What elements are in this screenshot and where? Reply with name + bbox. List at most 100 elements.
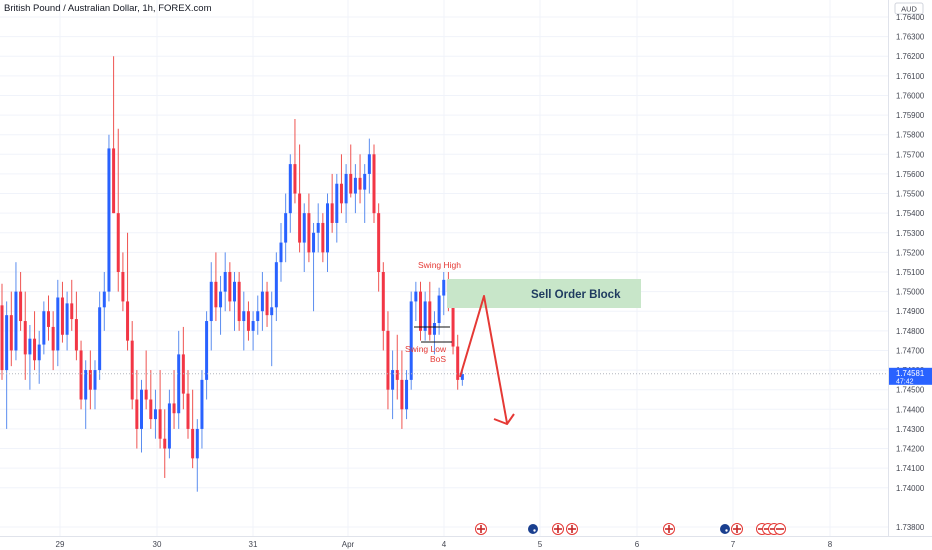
candle bbox=[135, 370, 139, 449]
currency-badge bbox=[894, 2, 924, 15]
candle-body bbox=[112, 148, 116, 214]
candle bbox=[56, 279, 60, 367]
candle bbox=[144, 350, 148, 410]
candle bbox=[442, 272, 446, 316]
candle-body bbox=[93, 370, 97, 390]
flag-uk-icon bbox=[663, 523, 675, 535]
candle bbox=[107, 134, 111, 302]
candle bbox=[167, 389, 171, 459]
candle bbox=[205, 311, 209, 400]
x-tick-label: 31 bbox=[249, 540, 258, 549]
candle bbox=[386, 311, 390, 410]
candle bbox=[321, 213, 325, 263]
flag-au-circle bbox=[527, 523, 539, 535]
candle-body bbox=[223, 272, 227, 292]
candle bbox=[153, 389, 157, 439]
candle-body bbox=[260, 291, 264, 312]
candle bbox=[344, 164, 348, 223]
sell-order-block-label: Sell Order Block bbox=[531, 289, 621, 301]
candle bbox=[191, 389, 195, 469]
candle-body bbox=[186, 393, 190, 429]
candle bbox=[42, 301, 46, 355]
flag-au-icon bbox=[527, 523, 539, 535]
candle bbox=[414, 281, 418, 322]
candle bbox=[140, 379, 143, 453]
y-tick-label: 1.75100 bbox=[896, 268, 925, 277]
candle bbox=[37, 330, 41, 384]
candle bbox=[326, 193, 329, 272]
x-tick-label: Apr bbox=[342, 540, 355, 549]
candle bbox=[126, 232, 130, 351]
candle-body bbox=[242, 311, 246, 322]
y-tick-label: 1.76000 bbox=[896, 91, 925, 100]
candle-body bbox=[312, 232, 316, 253]
candle-body bbox=[47, 311, 50, 327]
candle bbox=[209, 262, 213, 351]
candle-body bbox=[288, 164, 292, 214]
candle-body bbox=[400, 379, 404, 410]
y-tick-label: 1.74300 bbox=[896, 425, 925, 434]
candle-body bbox=[316, 222, 320, 233]
y-tick-label: 1.75300 bbox=[896, 229, 925, 238]
y-tick-label: 1.74400 bbox=[896, 405, 925, 414]
candle-body bbox=[395, 370, 399, 380]
candle-body bbox=[23, 321, 27, 355]
candle-body bbox=[460, 374, 464, 380]
candle bbox=[246, 301, 250, 341]
candle bbox=[163, 409, 167, 478]
candle bbox=[251, 311, 255, 351]
candle-body bbox=[14, 291, 18, 351]
x-tick-label: 7 bbox=[731, 540, 736, 549]
candle bbox=[0, 283, 4, 380]
candle-body bbox=[284, 213, 288, 243]
candle bbox=[116, 128, 120, 292]
candle-body bbox=[19, 291, 23, 322]
candle-body bbox=[205, 321, 209, 380]
candle bbox=[381, 262, 385, 351]
x-tick-label: 6 bbox=[635, 540, 640, 549]
candle bbox=[98, 291, 102, 380]
candle-body bbox=[149, 399, 153, 420]
candle bbox=[405, 370, 409, 420]
candle-body bbox=[367, 154, 371, 174]
y-tick-label: 1.75600 bbox=[896, 170, 925, 179]
y-tick-label: 1.75800 bbox=[896, 131, 925, 140]
candle-body bbox=[265, 291, 269, 316]
candle bbox=[270, 291, 274, 367]
candle-body bbox=[191, 428, 195, 459]
candle bbox=[70, 279, 74, 331]
candle-body bbox=[42, 311, 46, 345]
flag-au-star bbox=[725, 529, 728, 532]
candle-body bbox=[144, 389, 148, 400]
candle-body bbox=[140, 389, 143, 429]
candle-body bbox=[121, 272, 125, 302]
candle-body bbox=[107, 148, 111, 292]
flag-au-icon bbox=[719, 523, 731, 535]
candle bbox=[200, 370, 204, 449]
candle-body bbox=[358, 177, 362, 190]
candle-body bbox=[28, 338, 32, 355]
candle-body bbox=[405, 379, 409, 410]
candle bbox=[5, 301, 9, 429]
candle bbox=[288, 154, 292, 233]
candle-body bbox=[372, 154, 376, 214]
y-tick-label: 1.75000 bbox=[896, 288, 925, 297]
candle bbox=[233, 272, 236, 331]
candle bbox=[177, 330, 181, 429]
flag-uk-icon bbox=[552, 523, 564, 535]
candle bbox=[19, 272, 23, 331]
candle-body bbox=[391, 370, 395, 390]
flag-uk-icon bbox=[731, 523, 743, 535]
candle-body bbox=[349, 173, 353, 194]
y-tick-label: 1.75400 bbox=[896, 209, 925, 218]
sell-order-block-zone bbox=[447, 279, 641, 308]
candle-body bbox=[274, 262, 278, 308]
candle bbox=[219, 275, 223, 335]
candle bbox=[112, 56, 116, 214]
candle-body bbox=[330, 203, 334, 223]
candle-body bbox=[195, 428, 199, 459]
candle bbox=[33, 311, 37, 371]
candle bbox=[372, 144, 376, 223]
flag-au-star bbox=[533, 529, 536, 532]
